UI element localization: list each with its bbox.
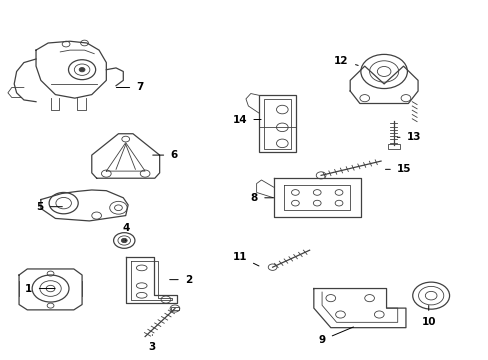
Text: 15: 15: [385, 164, 411, 174]
Circle shape: [79, 68, 85, 72]
Text: 1: 1: [25, 284, 55, 293]
Text: 2: 2: [169, 275, 192, 285]
Text: 12: 12: [333, 56, 357, 66]
Text: 14: 14: [232, 114, 261, 125]
Bar: [171, 307, 179, 310]
Text: 4: 4: [122, 223, 129, 240]
Text: 13: 13: [396, 132, 421, 142]
Text: 7: 7: [116, 82, 143, 93]
Text: 11: 11: [232, 252, 259, 266]
Bar: [387, 144, 399, 149]
Bar: [264, 99, 290, 149]
Circle shape: [121, 238, 127, 243]
Text: 8: 8: [250, 193, 273, 203]
Text: 6: 6: [152, 150, 178, 160]
Bar: [259, 95, 295, 152]
Text: 9: 9: [318, 327, 353, 345]
Text: 10: 10: [421, 306, 435, 327]
Text: 3: 3: [148, 335, 156, 352]
Text: 5: 5: [36, 202, 62, 212]
